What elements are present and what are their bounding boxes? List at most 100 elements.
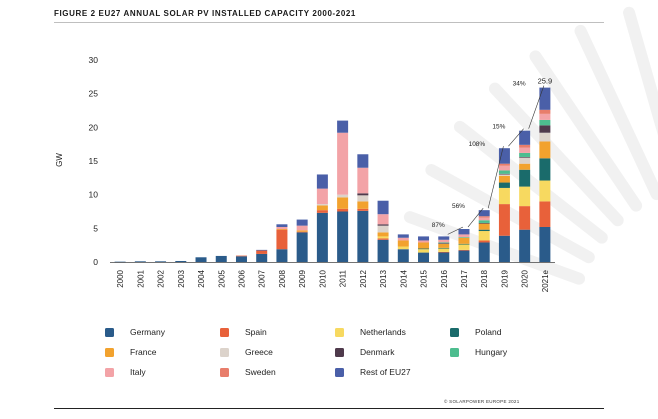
bar-segment [316,204,328,206]
annotations: 87% 56% 108% 15% 34% 25.9 [432,77,552,235]
x-tick-label: 2010 [318,269,327,287]
bar-segment [478,242,490,262]
background-ray [453,120,608,244]
bar-segment [478,216,490,218]
growth-label: 56% [452,203,465,210]
figure-title: FIGURE 2 EU27 ANNUAL SOLAR PV INSTALLED … [54,9,356,18]
background-ray [425,164,595,264]
x-tick-label: 2018 [480,269,489,287]
bar-segment [215,255,227,262]
legend-label: Germany [130,327,165,337]
bar-segment [458,244,470,250]
bar-stack-2007 [256,249,268,262]
bar-segment [539,141,551,159]
bar-segment [498,174,510,176]
bar-segment [195,257,207,262]
bar-segment [418,249,430,253]
bar-segment [377,239,389,262]
bar-segment [316,205,328,211]
legend-item: France [105,347,156,357]
legend-label: Rest of EU27 [360,367,411,377]
bar-segment [337,120,349,133]
bar-segment [498,187,510,205]
bar-segment [316,188,328,205]
bar-segment [337,211,349,262]
growth-leader-line [508,128,524,147]
bar-segment [296,219,308,226]
bar-stack-2001 [134,261,146,262]
bar-segment [519,186,531,207]
bar-stack-2009 [296,219,308,262]
bar-segment [498,175,510,183]
bar-segment [397,237,409,241]
legend-swatch [335,347,344,357]
y-axis-label: GW [55,153,64,167]
x-tick-label: 2013 [379,269,388,287]
x-tick-label: 2014 [399,269,408,287]
bar-segment [519,169,531,187]
background-ray [574,24,658,201]
bar-segment [418,240,430,243]
legend-label: Poland [475,327,502,337]
bar-segment [296,230,308,232]
bar-segment [256,249,268,251]
x-tick-label: 2017 [460,269,469,287]
background-rays [403,6,658,285]
legend-item: Netherlands [335,327,406,337]
bar-segment [337,132,349,195]
bar-segment [519,156,531,158]
bar-stack-2011 [337,120,349,262]
bar-segment [337,197,349,209]
bar-segment [418,252,430,262]
legend-label: Sweden [245,367,276,377]
bar-stack-2015 [418,236,430,262]
bar-stack-2002 [155,261,167,262]
legend-label: Spain [245,327,267,337]
legend-label: Denmark [360,347,395,357]
legend-swatch [220,347,229,357]
background-ray [403,211,586,285]
growth-leader-line [467,207,484,228]
bar-segment [377,238,389,240]
bar-segment [478,231,490,241]
x-tick-label: 2007 [258,269,267,287]
legend: Germany Spain Netherlands Poland France Greec… [105,327,625,381]
x-tick-label: 2021e [541,269,550,292]
bar-segment [478,222,490,224]
background-ray [529,50,643,212]
bar-segment [498,163,510,166]
y-tick-label: 20 [89,122,99,132]
bar-segment [539,158,551,181]
bar-segment [337,208,349,212]
legend-item: Italy [105,367,146,377]
footer-rule [54,408,604,409]
bar-stack-2003 [175,260,187,262]
bar-segment [418,236,430,241]
bar-segment [276,249,288,262]
legend-item: Rest of EU27 [335,367,411,377]
bar-segment [256,253,268,262]
legend-label: Hungary [475,347,508,357]
bar-segment [438,242,450,244]
bar-segment [377,225,389,233]
background-ray [623,6,658,136]
legend-swatch [220,327,229,337]
bar-segment [296,231,308,233]
bar-segment [377,200,389,215]
bar-stack-2018 [478,210,490,262]
bar-segment [478,240,490,243]
bar-segment [519,206,531,230]
bar-segment [316,210,328,213]
y-tick-label: 10 [89,190,99,200]
bar-segment [377,224,389,226]
bar-segment [498,173,510,175]
legend-item: Spain [220,327,267,337]
bar-stack-2019 [498,148,510,262]
bar-segment [377,236,389,239]
x-tick-label: 2000 [116,269,125,287]
bar-segment [296,225,308,231]
bar-segment [539,113,551,120]
legend-swatch [335,327,344,337]
bar-segment [357,154,369,168]
